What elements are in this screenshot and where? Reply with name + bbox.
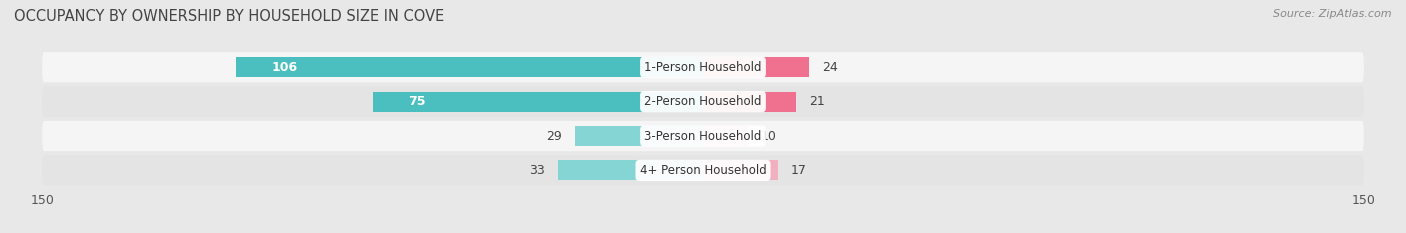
Bar: [558, 161, 703, 180]
Text: 29: 29: [547, 130, 562, 143]
Text: 21: 21: [808, 95, 824, 108]
Text: 17: 17: [792, 164, 807, 177]
Text: 2-Person Household: 2-Person Household: [644, 95, 762, 108]
Text: 75: 75: [408, 95, 426, 108]
Text: 10: 10: [761, 130, 776, 143]
Bar: [236, 57, 703, 77]
Text: Source: ZipAtlas.com: Source: ZipAtlas.com: [1274, 9, 1392, 19]
Bar: [703, 92, 796, 112]
Bar: [373, 92, 703, 112]
Text: 3-Person Household: 3-Person Household: [644, 130, 762, 143]
Bar: [575, 126, 703, 146]
Text: 24: 24: [823, 61, 838, 74]
FancyBboxPatch shape: [42, 86, 1364, 117]
FancyBboxPatch shape: [42, 52, 1364, 82]
Text: 106: 106: [271, 61, 298, 74]
Bar: [703, 126, 747, 146]
Text: OCCUPANCY BY OWNERSHIP BY HOUSEHOLD SIZE IN COVE: OCCUPANCY BY OWNERSHIP BY HOUSEHOLD SIZE…: [14, 9, 444, 24]
Text: 1-Person Household: 1-Person Household: [644, 61, 762, 74]
Bar: [703, 161, 778, 180]
Text: 33: 33: [529, 164, 544, 177]
Text: 4+ Person Household: 4+ Person Household: [640, 164, 766, 177]
FancyBboxPatch shape: [42, 121, 1364, 151]
Bar: [703, 57, 808, 77]
FancyBboxPatch shape: [42, 155, 1364, 185]
